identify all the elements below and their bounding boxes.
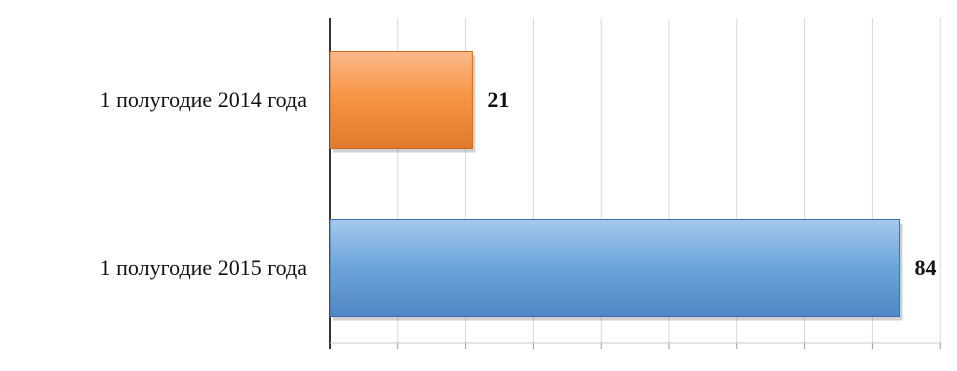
data-label: 84	[915, 255, 937, 280]
category-label: 1 полугодие 2015 года	[100, 255, 308, 280]
bar	[329, 51, 473, 149]
bars	[329, 51, 903, 321]
labels: 1 полугодие 2014 года 21 1 полугодие 2015 …	[100, 87, 937, 280]
data-label: 21	[487, 87, 509, 112]
bar	[329, 219, 901, 317]
category-label: 1 полугодие 2014 года	[100, 87, 308, 112]
